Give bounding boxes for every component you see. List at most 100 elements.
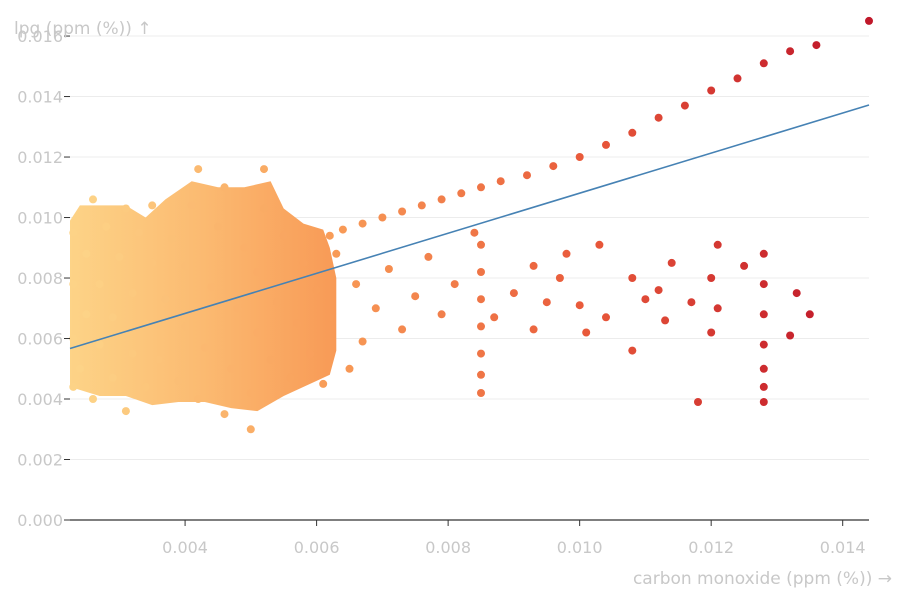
data-point	[759, 280, 768, 289]
x-tick-label: 0.010	[557, 538, 603, 557]
x-tick-label: 0.004	[162, 538, 208, 557]
data-point	[121, 407, 130, 416]
data-point	[759, 340, 768, 349]
data-point	[759, 364, 768, 373]
data-point	[628, 128, 637, 137]
data-point	[786, 331, 795, 340]
data-point	[102, 222, 111, 231]
data-point	[325, 313, 334, 322]
data-point	[273, 298, 282, 307]
data-point	[457, 189, 466, 198]
data-point	[253, 328, 262, 337]
data-point	[470, 228, 479, 237]
data-point	[108, 313, 117, 322]
data-point	[240, 243, 249, 252]
data-point	[345, 364, 354, 373]
data-point	[292, 319, 301, 328]
data-point	[687, 298, 696, 307]
data-point	[496, 177, 505, 186]
data-point	[89, 195, 97, 204]
x-axis-title: carbon monoxide (ppm (%)) →	[633, 569, 892, 589]
data-point	[214, 222, 222, 231]
data-point	[220, 183, 229, 192]
trend-line	[69, 104, 870, 350]
data-point	[69, 280, 78, 289]
data-point	[75, 364, 84, 373]
data-point	[128, 289, 137, 298]
data-point	[378, 213, 387, 222]
data-point	[707, 274, 716, 282]
data-point	[233, 304, 242, 313]
point-density-clouds	[70, 181, 337, 412]
data-point	[628, 346, 637, 355]
x-tick-label: 0.006	[294, 538, 340, 557]
y-tick-label: 0.004	[17, 390, 63, 409]
y-tick-label: 0.006	[17, 330, 63, 349]
x-axis-ticks: 0.004 0.006 0.008 0.010 0.012 0.014	[162, 520, 866, 557]
data-point	[319, 379, 328, 388]
data-point	[227, 364, 236, 373]
data-point	[312, 286, 321, 295]
data-point	[713, 240, 722, 249]
data-point	[713, 304, 722, 313]
data-point	[667, 258, 676, 267]
data-point	[694, 398, 702, 406]
data-point	[740, 261, 749, 270]
data-point	[260, 204, 268, 213]
data-point	[759, 382, 768, 391]
data-point	[529, 325, 538, 334]
data-point	[128, 349, 137, 358]
data-point	[135, 228, 143, 237]
data-point	[167, 234, 176, 243]
data-point	[69, 382, 78, 391]
data-point	[220, 410, 229, 419]
data-point	[523, 171, 531, 180]
data-point	[477, 240, 485, 249]
data-point	[865, 16, 873, 25]
data-point	[759, 398, 768, 406]
data-point	[89, 395, 97, 403]
y-axis-title: lpg (ppm (%)) ↑	[14, 19, 152, 39]
data-point	[562, 249, 571, 258]
y-tick-label: 0.008	[17, 269, 63, 288]
data-point	[490, 313, 499, 322]
data-point	[194, 395, 203, 403]
data-point	[266, 355, 275, 364]
data-point	[477, 370, 485, 379]
dense-point-region	[70, 181, 337, 412]
data-point	[306, 349, 314, 358]
data-point	[759, 59, 768, 68]
y-tick-label: 0.014	[17, 88, 63, 107]
data-point	[602, 140, 610, 149]
data-point	[812, 41, 821, 50]
y-tick-label: 0.016	[17, 27, 63, 46]
data-point	[260, 165, 268, 174]
data-point	[477, 295, 485, 304]
data-point	[398, 325, 407, 334]
data-point	[338, 225, 347, 234]
data-point	[279, 231, 288, 240]
data-point	[582, 328, 591, 337]
data-point	[628, 274, 637, 282]
data-point	[141, 382, 150, 391]
data-point	[246, 425, 255, 434]
data-point	[417, 201, 426, 210]
x-tick-label: 0.008	[425, 538, 471, 557]
data-point	[786, 47, 795, 56]
data-point	[398, 207, 407, 216]
data-point	[759, 310, 768, 319]
data-point	[477, 322, 485, 331]
data-point	[95, 340, 104, 349]
data-point	[707, 328, 716, 337]
data-point	[69, 334, 78, 343]
data-point	[352, 280, 361, 289]
data-point	[477, 183, 485, 192]
data-point	[253, 268, 262, 276]
data-point	[148, 201, 157, 210]
data-point	[602, 313, 610, 322]
data-point	[424, 252, 433, 261]
data-point	[792, 289, 801, 298]
data-point	[805, 310, 814, 319]
y-tick-label: 0.000	[17, 511, 63, 530]
data-point	[161, 295, 170, 304]
